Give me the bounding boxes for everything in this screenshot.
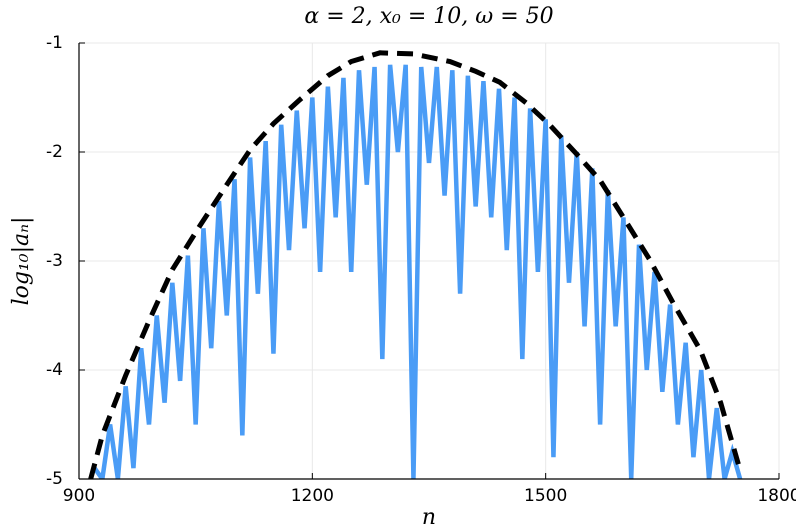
y-tick-label: -2 <box>46 142 63 162</box>
x-tick-label: 900 <box>63 486 95 506</box>
data-line <box>92 64 743 479</box>
y-tick-label: -3 <box>46 251 63 271</box>
y-axis-label: log₁₀|aₙ| <box>9 217 34 306</box>
x-tick-label: 1500 <box>524 486 567 506</box>
x-tick-label: 1800 <box>757 486 796 506</box>
x-axis-label: n <box>422 505 436 530</box>
y-tick-label: -1 <box>46 33 63 53</box>
y-tick-label: -5 <box>46 469 63 489</box>
y-tick-label: -4 <box>46 360 63 380</box>
x-tick-label: 1200 <box>291 486 334 506</box>
envelope-line <box>88 50 743 479</box>
chart-title: α = 2, x₀ = 10, ω = 50 <box>304 4 553 29</box>
